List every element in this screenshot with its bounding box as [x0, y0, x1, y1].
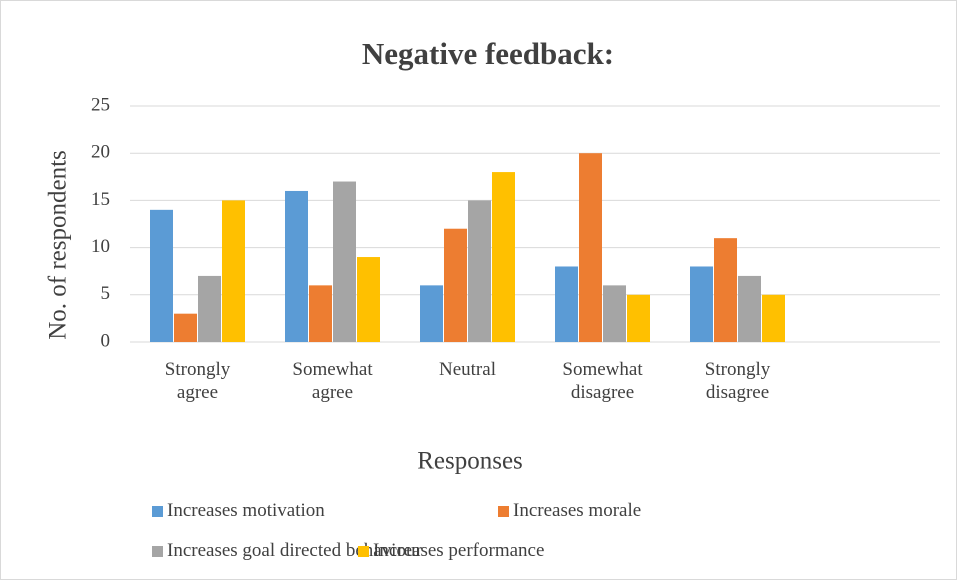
y-tick-label: 20: [91, 142, 110, 163]
x-tick-label: Strongly agree: [164, 359, 231, 403]
legend-label: Increases performance: [373, 540, 545, 561]
bar: [150, 209, 173, 342]
y-tick-label: 25: [91, 94, 110, 115]
y-tick-label: 15: [91, 189, 110, 210]
bar: [357, 257, 380, 342]
x-axis-title: Responses: [417, 448, 523, 475]
bar: [198, 275, 221, 342]
legend-label: Increases morale: [513, 500, 642, 521]
bar: [738, 275, 761, 342]
legend-item: Increases performance: [358, 539, 544, 563]
bar: [174, 313, 197, 342]
bar: [579, 153, 602, 342]
legend-item: Increases motivation: [152, 499, 325, 523]
bar: [714, 238, 737, 342]
bar: [555, 266, 578, 342]
bar: [690, 266, 713, 342]
legend-item: Increases morale: [498, 499, 641, 523]
bar: [285, 190, 308, 342]
bar: [627, 294, 650, 342]
legend-swatch: [358, 545, 369, 557]
bar: [309, 285, 332, 342]
chart-title: Negative feedback:: [362, 36, 614, 71]
legend-swatch: [152, 505, 163, 517]
bar: [603, 285, 626, 342]
x-tick-label: Neutral: [439, 359, 496, 380]
x-tick-label: Somewhat disagree: [562, 359, 643, 403]
y-axis-title: No. of respondents: [45, 150, 72, 340]
bar: [468, 200, 491, 342]
legend-label: Increases motivation: [167, 500, 325, 521]
y-tick-label: 0: [101, 330, 111, 351]
bar: [222, 200, 245, 342]
bar: [492, 172, 515, 342]
y-tick-label: 5: [101, 283, 111, 304]
bar: [444, 228, 467, 342]
bar: [762, 294, 785, 342]
bar: [333, 181, 356, 342]
x-tick-label: Strongly disagree: [704, 359, 771, 403]
bar: [420, 285, 443, 342]
x-tick-label: Somewhat agree: [292, 359, 373, 403]
legend-swatch: [498, 505, 509, 517]
legend-swatch: [152, 545, 163, 557]
y-tick-label: 10: [91, 236, 110, 257]
